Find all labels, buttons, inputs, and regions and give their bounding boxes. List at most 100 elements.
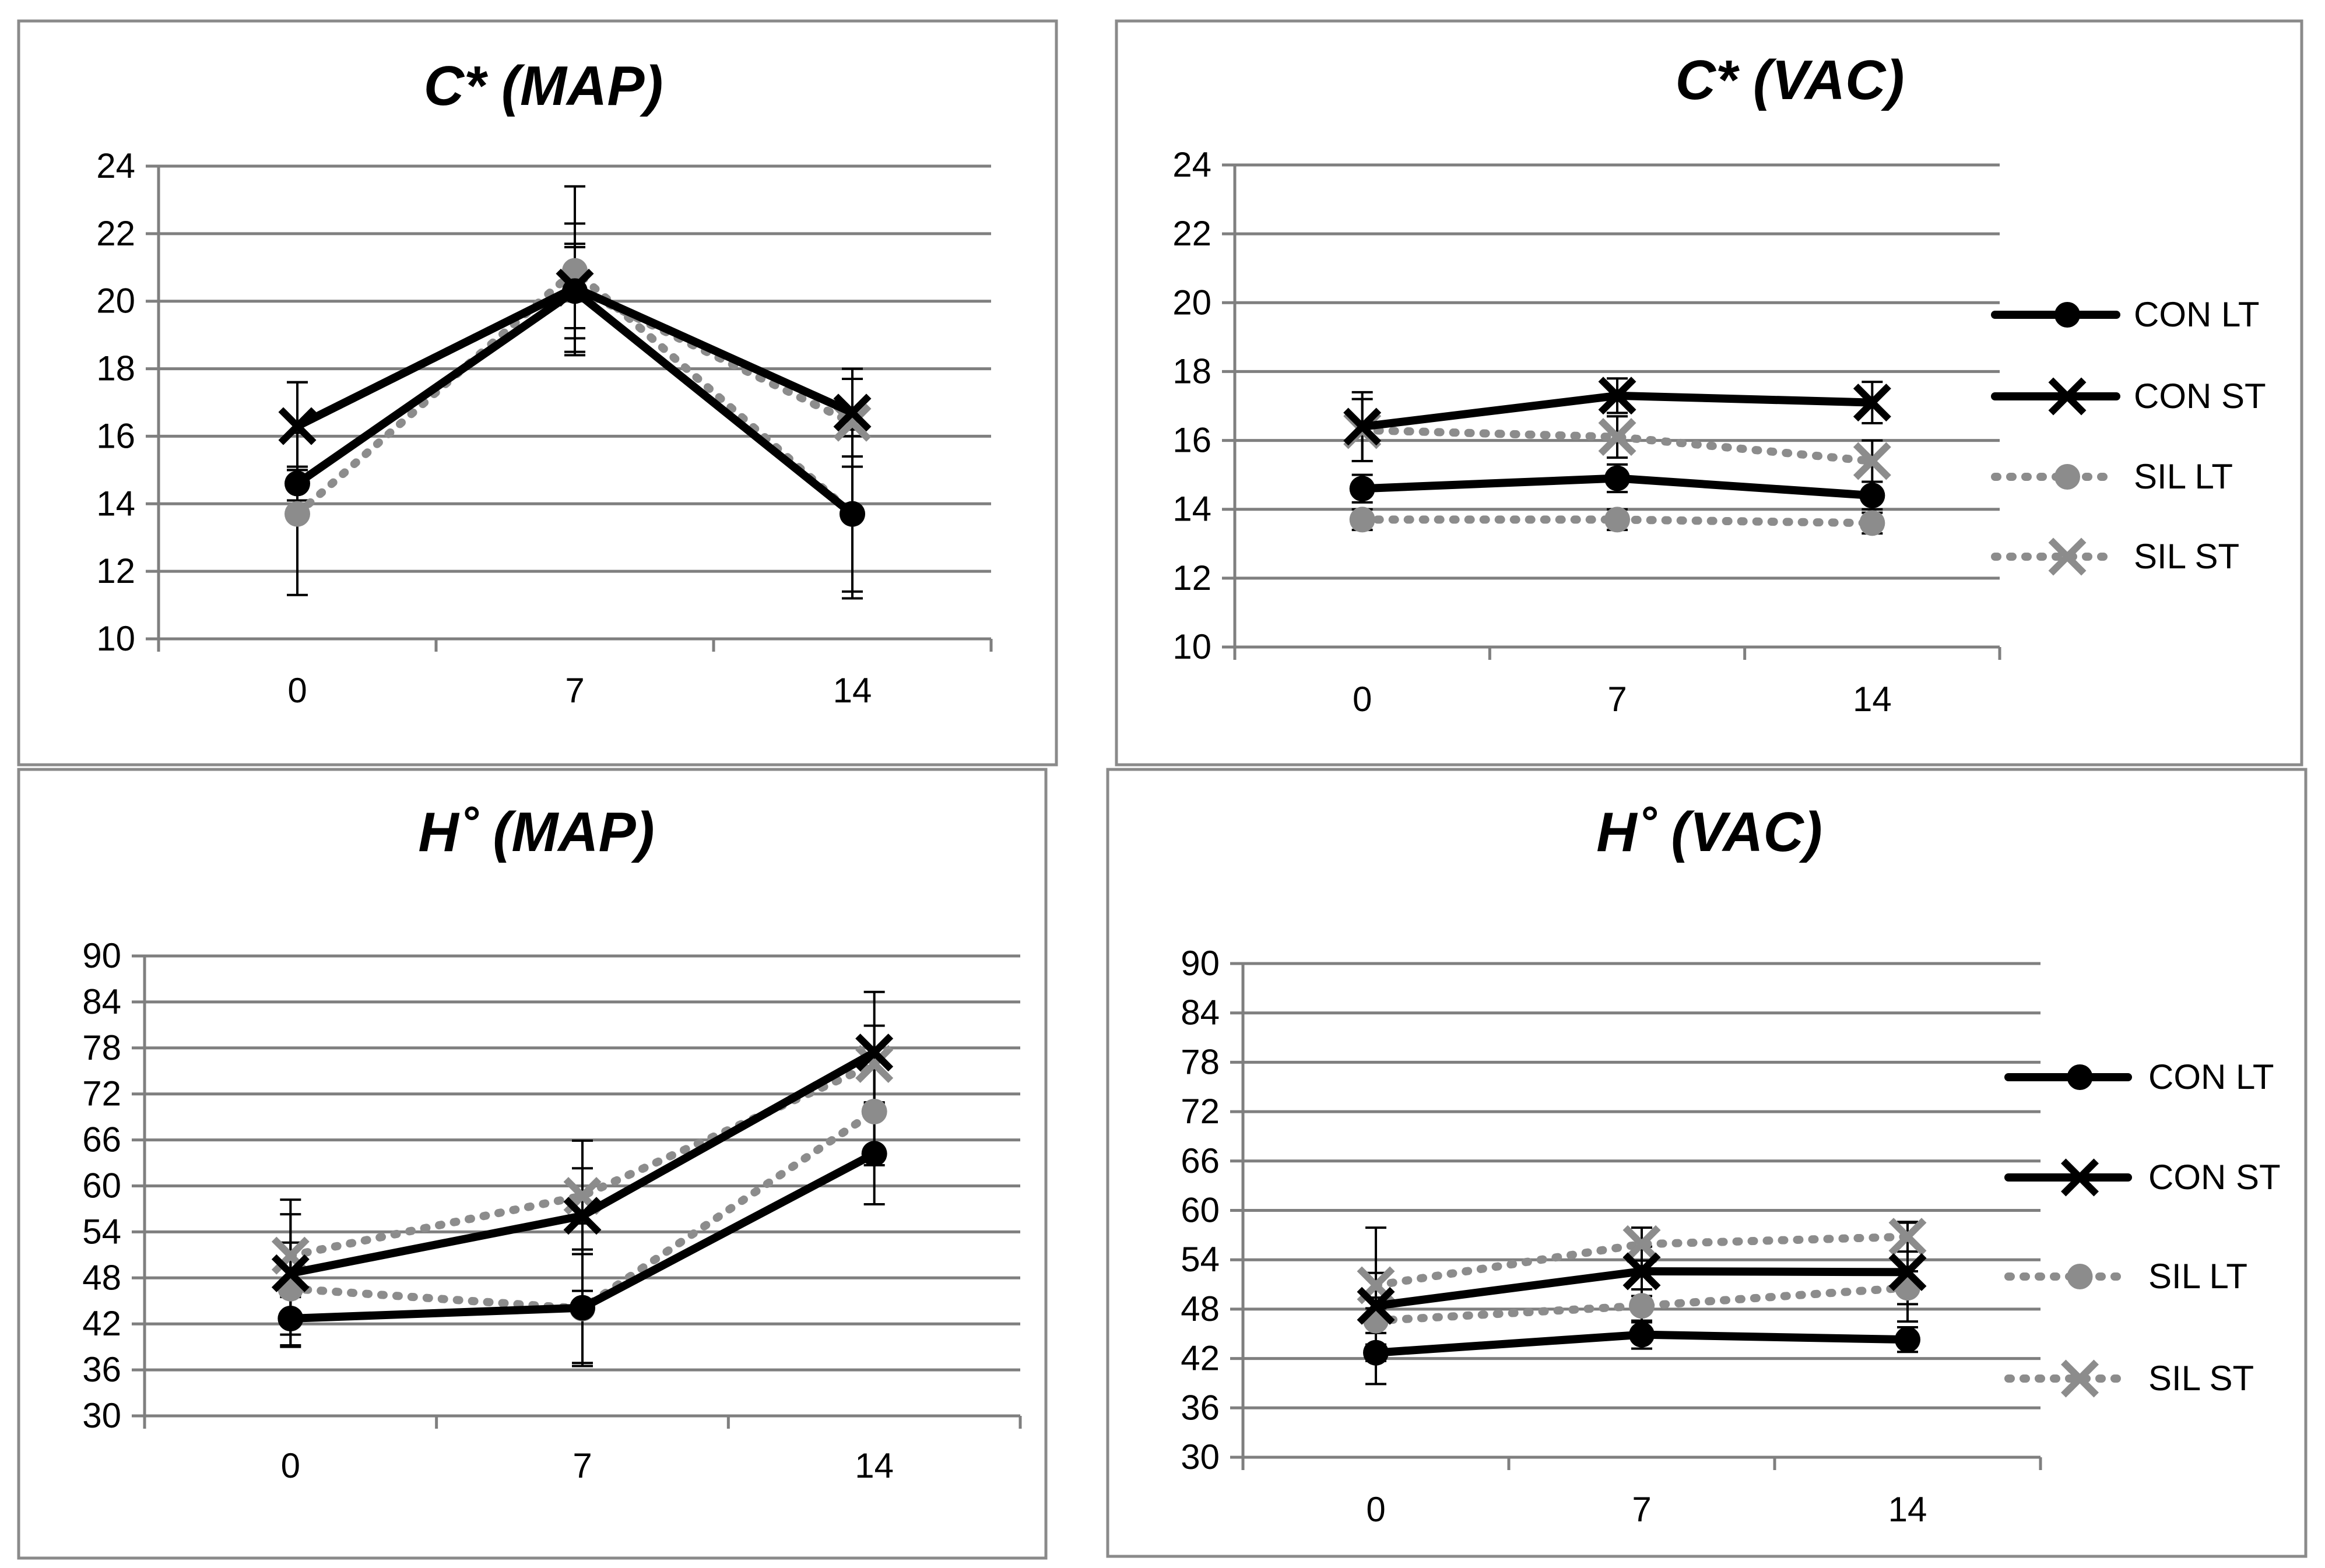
y-tick-label: 36 — [82, 1350, 121, 1389]
x-tick-label: 7 — [565, 671, 584, 710]
x-tick-label: 14 — [855, 1446, 894, 1485]
x-tick-label: 0 — [281, 1446, 300, 1485]
y-tick-label: 14 — [1172, 490, 1211, 529]
x-tick-label: 14 — [833, 671, 872, 710]
data-point-con-st — [278, 407, 317, 445]
chart-title: H˚ (VAC) — [1596, 801, 1822, 863]
legend-marker — [2061, 1359, 2099, 1398]
data-point-con-lt — [285, 470, 310, 497]
data-point-con-st — [556, 269, 594, 307]
x-tick-label: 7 — [1632, 1490, 1651, 1529]
y-tick-label: 54 — [1181, 1240, 1220, 1279]
data-point-sil-lt — [1859, 510, 1885, 536]
data-point-sil-st — [1598, 418, 1636, 456]
data-point-con-st — [1888, 1253, 1927, 1291]
data-point-con-lt — [1349, 476, 1375, 502]
y-tick-label: 22 — [1172, 214, 1211, 253]
y-tick-label: 66 — [1181, 1141, 1220, 1180]
y-tick-label: 78 — [82, 1028, 121, 1067]
data-point-con-lt — [1363, 1340, 1389, 1366]
y-tick-label: 20 — [1172, 283, 1211, 322]
data-point-sil-st — [833, 403, 872, 442]
y-tick-label: 10 — [96, 619, 135, 658]
legend: CON LT CON ST SIL LT SIL ST — [2004, 1057, 2281, 1398]
data-point-con-lt — [840, 501, 865, 527]
x-tick-label: 7 — [573, 1446, 592, 1485]
data-point-con-st — [855, 1033, 894, 1072]
data-point-con-lt — [570, 1295, 595, 1321]
data-point-con-lt — [1895, 1327, 1920, 1353]
x-tick-label: 14 — [1853, 680, 1892, 719]
y-tick-label: 72 — [82, 1074, 121, 1113]
x-tick-label: 0 — [1353, 680, 1372, 719]
y-tick-label: 60 — [1181, 1191, 1220, 1230]
y-tick-label: 18 — [1172, 351, 1211, 391]
data-point-con-lt — [1604, 465, 1630, 491]
data-point-sil-st — [1888, 1218, 1927, 1256]
chart-panel-2: C* (VAC) 10 12 14 16 18 20 22 24 0 7 14 CON LT CON ST… — [1115, 19, 2303, 767]
legend-label: SIL ST — [2134, 537, 2239, 576]
y-tick-label: 54 — [82, 1212, 121, 1251]
y-tick-label: 90 — [82, 936, 121, 975]
data-point-con-st — [271, 1254, 310, 1292]
legend-marker — [2067, 1264, 2093, 1289]
data-point-con-lt — [861, 1141, 887, 1167]
legend-marker — [2054, 302, 2080, 328]
legend-label: SIL ST — [2148, 1359, 2254, 1398]
y-tick-label: 66 — [82, 1120, 121, 1159]
y-tick-label: 14 — [96, 484, 135, 523]
chart-title: H˚ (MAP) — [418, 801, 654, 863]
data-point-con-st — [1853, 384, 1891, 422]
y-tick-label: 10 — [1172, 627, 1211, 666]
legend-marker — [2048, 537, 2087, 576]
data-point-con-lt — [1859, 483, 1885, 509]
data-point-sil-lt — [285, 501, 310, 527]
data-point-con-st — [563, 1197, 602, 1235]
chart-panel-3: H˚ (MAP) 30 36 42 48 54 60 66 72 78 84 90 0 7 14 — [17, 768, 1048, 1560]
data-point-sil-lt — [861, 1098, 887, 1124]
legend-marker — [2067, 1064, 2093, 1090]
chart-title: C* (VAC) — [1676, 49, 1905, 111]
legend-marker — [2054, 464, 2080, 490]
data-point-con-lt — [278, 1305, 304, 1331]
y-tick-label: 60 — [82, 1166, 121, 1205]
x-tick-label: 0 — [1366, 1490, 1385, 1529]
legend-marker — [2061, 1158, 2099, 1197]
legend-label: SIL LT — [2148, 1257, 2247, 1296]
y-tick-label: 42 — [82, 1304, 121, 1343]
chart-panel-4: H˚ (VAC) 30 36 42 48 54 60 66 72 78 84 90 0 7 14 CON LT… — [1106, 768, 2308, 1558]
y-tick-label: 24 — [1172, 145, 1211, 184]
data-point-con-lt — [1629, 1321, 1655, 1348]
chart-panel-1: C* (MAP) 10 12 14 16 18 20 22 24 0 7 14 — [17, 19, 1058, 767]
panel-frame — [1106, 768, 2308, 1558]
y-tick-label: 84 — [82, 982, 121, 1021]
data-point-con-st — [1357, 1286, 1395, 1325]
data-point-sil-lt — [1629, 1293, 1655, 1319]
y-tick-label: 16 — [1172, 421, 1211, 460]
y-tick-label: 24 — [96, 146, 135, 185]
legend-label: CON ST — [2148, 1158, 2281, 1197]
chart-title: C* (MAP) — [424, 55, 663, 117]
y-tick-label: 22 — [96, 214, 135, 253]
y-tick-label: 48 — [1181, 1289, 1220, 1328]
y-tick-label: 84 — [1181, 993, 1220, 1032]
x-tick-label: 14 — [1888, 1490, 1927, 1529]
data-point-sil-lt — [1349, 507, 1375, 533]
y-tick-label: 90 — [1181, 944, 1220, 983]
y-tick-label: 30 — [82, 1396, 121, 1435]
y-tick-label: 20 — [96, 282, 135, 321]
panel-frame — [1115, 19, 2303, 767]
legend-label: CON ST — [2134, 377, 2266, 416]
y-tick-label: 48 — [82, 1258, 121, 1297]
y-tick-label: 16 — [96, 416, 135, 455]
y-tick-label: 36 — [1181, 1388, 1220, 1427]
x-tick-label: 0 — [287, 671, 307, 710]
legend-label: CON LT — [2148, 1057, 2274, 1096]
data-point-sil-st — [1853, 442, 1891, 480]
data-point-con-st — [1622, 1252, 1661, 1291]
y-tick-label: 12 — [96, 551, 135, 590]
legend-label: SIL LT — [2134, 457, 2233, 496]
y-tick-label: 78 — [1181, 1042, 1220, 1081]
y-tick-label: 18 — [96, 349, 135, 388]
